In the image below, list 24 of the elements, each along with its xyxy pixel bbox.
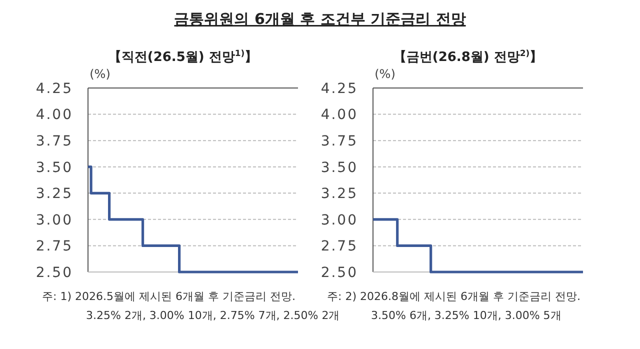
- y-tick-label: 3.50: [320, 160, 358, 176]
- y-tick-label: 4.00: [320, 107, 358, 124]
- y-tick-label: 3.50: [36, 160, 73, 176]
- y-tick-label: 3.25: [320, 186, 358, 202]
- y-tick-label: 2.50: [36, 264, 73, 281]
- y-tick-label: 4.25: [36, 80, 73, 97]
- text: 주: 1) 2026.5월에 제시된 6개월 후 기준금리 전망.: [42, 290, 296, 303]
- chart-subtitle: 【금번(26.8월) 전망$^{2)}$】: [393, 48, 543, 65]
- y-tick-label: 2.75: [320, 238, 358, 255]
- text: 3.25% 2개, 3.00% 10개, 2.75% 7개, 2.50% 2개: [86, 309, 340, 322]
- y-tick-label: 3.00: [36, 212, 73, 228]
- y-tick-label: 3.25: [36, 186, 73, 202]
- y-tick-label: 3.75: [36, 133, 73, 150]
- text: 3.50% 6개, 3.25% 10개, 3.00% 5개: [371, 309, 562, 322]
- y-tick-label: 4.00: [36, 107, 73, 124]
- y-tick-label: 2.75: [36, 238, 73, 255]
- chart-subtitle: 【직전(26.5월) 전망$^{1)}$】: [108, 48, 258, 65]
- y-tick-label: 3.00: [320, 212, 358, 228]
- y-axis-title: (%): [374, 67, 396, 81]
- y-tick-label: 3.75: [320, 133, 358, 150]
- y-tick-label: 2.50: [320, 264, 358, 281]
- y-tick-label: 4.25: [320, 80, 358, 97]
- y-axis-title: (%): [90, 67, 110, 81]
- text: 주: 2) 2026.8월에 제시된 6개월 후 기준금리 전망.: [327, 290, 580, 303]
